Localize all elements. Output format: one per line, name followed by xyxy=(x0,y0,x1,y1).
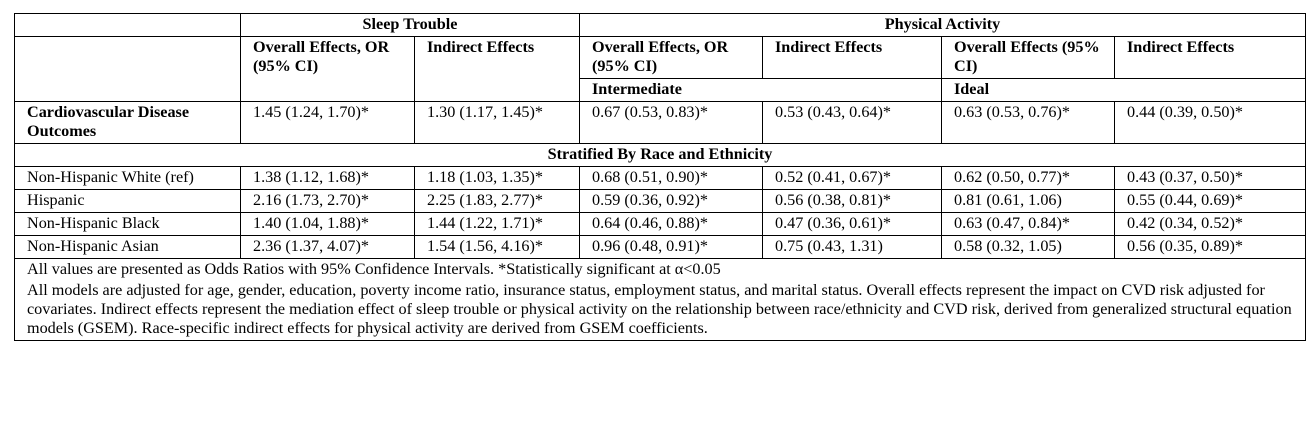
table-cell: 0.44 (0.39, 0.50)* xyxy=(1114,101,1306,144)
table-cell: 0.62 (0.50, 0.77)* xyxy=(941,166,1115,190)
group-sleep-trouble: Sleep Trouble xyxy=(240,13,580,37)
group-physical-activity: Physical Activity xyxy=(579,13,1306,37)
table-row: Non-Hispanic Black 1.40 (1.04, 1.88)* 1.… xyxy=(14,212,1306,236)
table-cell: 1.38 (1.12, 1.68)* xyxy=(240,166,415,190)
row-label: Hispanic xyxy=(14,189,241,213)
table-cell: 2.36 (1.37, 4.07)* xyxy=(240,235,415,259)
table-cell: 0.56 (0.35, 0.89)* xyxy=(1114,235,1306,259)
table-cell: 2.16 (1.73, 2.70)* xyxy=(240,189,415,213)
results-table: Sleep Trouble Physical Activity Overall … xyxy=(14,13,1306,341)
table-cell: 2.25 (1.83, 2.77)* xyxy=(414,189,580,213)
col-pa-ideal-indirect: Indirect Effects xyxy=(1114,36,1306,79)
table-cell: 0.43 (0.37, 0.50)* xyxy=(1114,166,1306,190)
note-adjustment: All models are adjusted for age, gender,… xyxy=(14,280,1306,341)
table-cell: 1.54 (1.56, 4.16)* xyxy=(414,235,580,259)
activity-level-row: Intermediate Ideal xyxy=(15,78,1306,102)
col-pa-intermediate-overall: Overall Effects, OR (95% CI) xyxy=(579,36,763,79)
notes-row: All models are adjusted for age, gender,… xyxy=(14,280,1306,341)
table-row: Non-Hispanic Asian 2.36 (1.37, 4.07)* 1.… xyxy=(14,235,1306,259)
table-cell: 0.42 (0.34, 0.52)* xyxy=(1114,212,1306,236)
table-cell: 0.52 (0.41, 0.67)* xyxy=(762,166,942,190)
row-label: Non-Hispanic White (ref) xyxy=(14,166,241,190)
table-cell: 1.18 (1.03, 1.35)* xyxy=(414,166,580,190)
table-cell: 0.75 (0.43, 1.31) xyxy=(762,235,942,259)
column-header-row: Overall Effects, OR (95% CI) Indirect Ef… xyxy=(14,36,1306,102)
cvd-outcomes-row: Cardiovascular Disease Outcomes 1.45 (1.… xyxy=(14,101,1306,144)
table-row: Hispanic 2.16 (1.73, 2.70)* 2.25 (1.83, … xyxy=(14,189,1306,213)
label-column-header xyxy=(14,36,241,102)
col-pa-ideal-overall: Overall Effects (95% CI) xyxy=(941,36,1115,79)
table-cell: 1.30 (1.17, 1.45)* xyxy=(414,101,580,144)
note-significance: All values are presented as Odds Ratios … xyxy=(14,258,1306,280)
table-cell: 0.58 (0.32, 1.05) xyxy=(941,235,1115,259)
table-cell: 0.59 (0.36, 0.92)* xyxy=(579,189,763,213)
table-cell: 0.56 (0.38, 0.81)* xyxy=(762,189,942,213)
row-label: Cardiovascular Disease Outcomes xyxy=(14,101,241,144)
table-cell: 0.68 (0.51, 0.90)* xyxy=(579,166,763,190)
level-intermediate: Intermediate xyxy=(579,78,942,102)
col-sleep-indirect: Indirect Effects xyxy=(414,36,580,102)
stratified-header-row: Stratified By Race and Ethnicity xyxy=(14,143,1306,167)
table-cell: 0.55 (0.44, 0.69)* xyxy=(1114,189,1306,213)
table-cell: 0.81 (0.61, 1.06) xyxy=(941,189,1115,213)
col-sleep-overall: Overall Effects, OR (95% CI) xyxy=(240,36,415,102)
table-cell: 1.45 (1.24, 1.70)* xyxy=(240,101,415,144)
table-cell: 0.53 (0.43, 0.64)* xyxy=(762,101,942,144)
table-row: Non-Hispanic White (ref) 1.38 (1.12, 1.6… xyxy=(14,166,1306,190)
table-cell: 0.64 (0.46, 0.88)* xyxy=(579,212,763,236)
row-label: Non-Hispanic Black xyxy=(14,212,241,236)
row-label: Non-Hispanic Asian xyxy=(14,235,241,259)
table-cell: 0.96 (0.48, 0.91)* xyxy=(579,235,763,259)
col-pa-intermediate-indirect: Indirect Effects xyxy=(762,36,942,79)
table-cell: 0.63 (0.47, 0.84)* xyxy=(941,212,1115,236)
table-cell: 0.67 (0.53, 0.83)* xyxy=(579,101,763,144)
level-ideal: Ideal xyxy=(941,78,1306,102)
table-cell: 0.63 (0.53, 0.76)* xyxy=(941,101,1115,144)
group-header-row: Sleep Trouble Physical Activity xyxy=(14,13,1306,37)
table-cell: 0.47 (0.36, 0.61)* xyxy=(762,212,942,236)
notes-row: All values are presented as Odds Ratios … xyxy=(14,258,1306,280)
corner-cell xyxy=(14,13,241,37)
table-cell: 1.40 (1.04, 1.88)* xyxy=(240,212,415,236)
table-cell: 1.44 (1.22, 1.71)* xyxy=(414,212,580,236)
stratified-label: Stratified By Race and Ethnicity xyxy=(14,143,1306,167)
